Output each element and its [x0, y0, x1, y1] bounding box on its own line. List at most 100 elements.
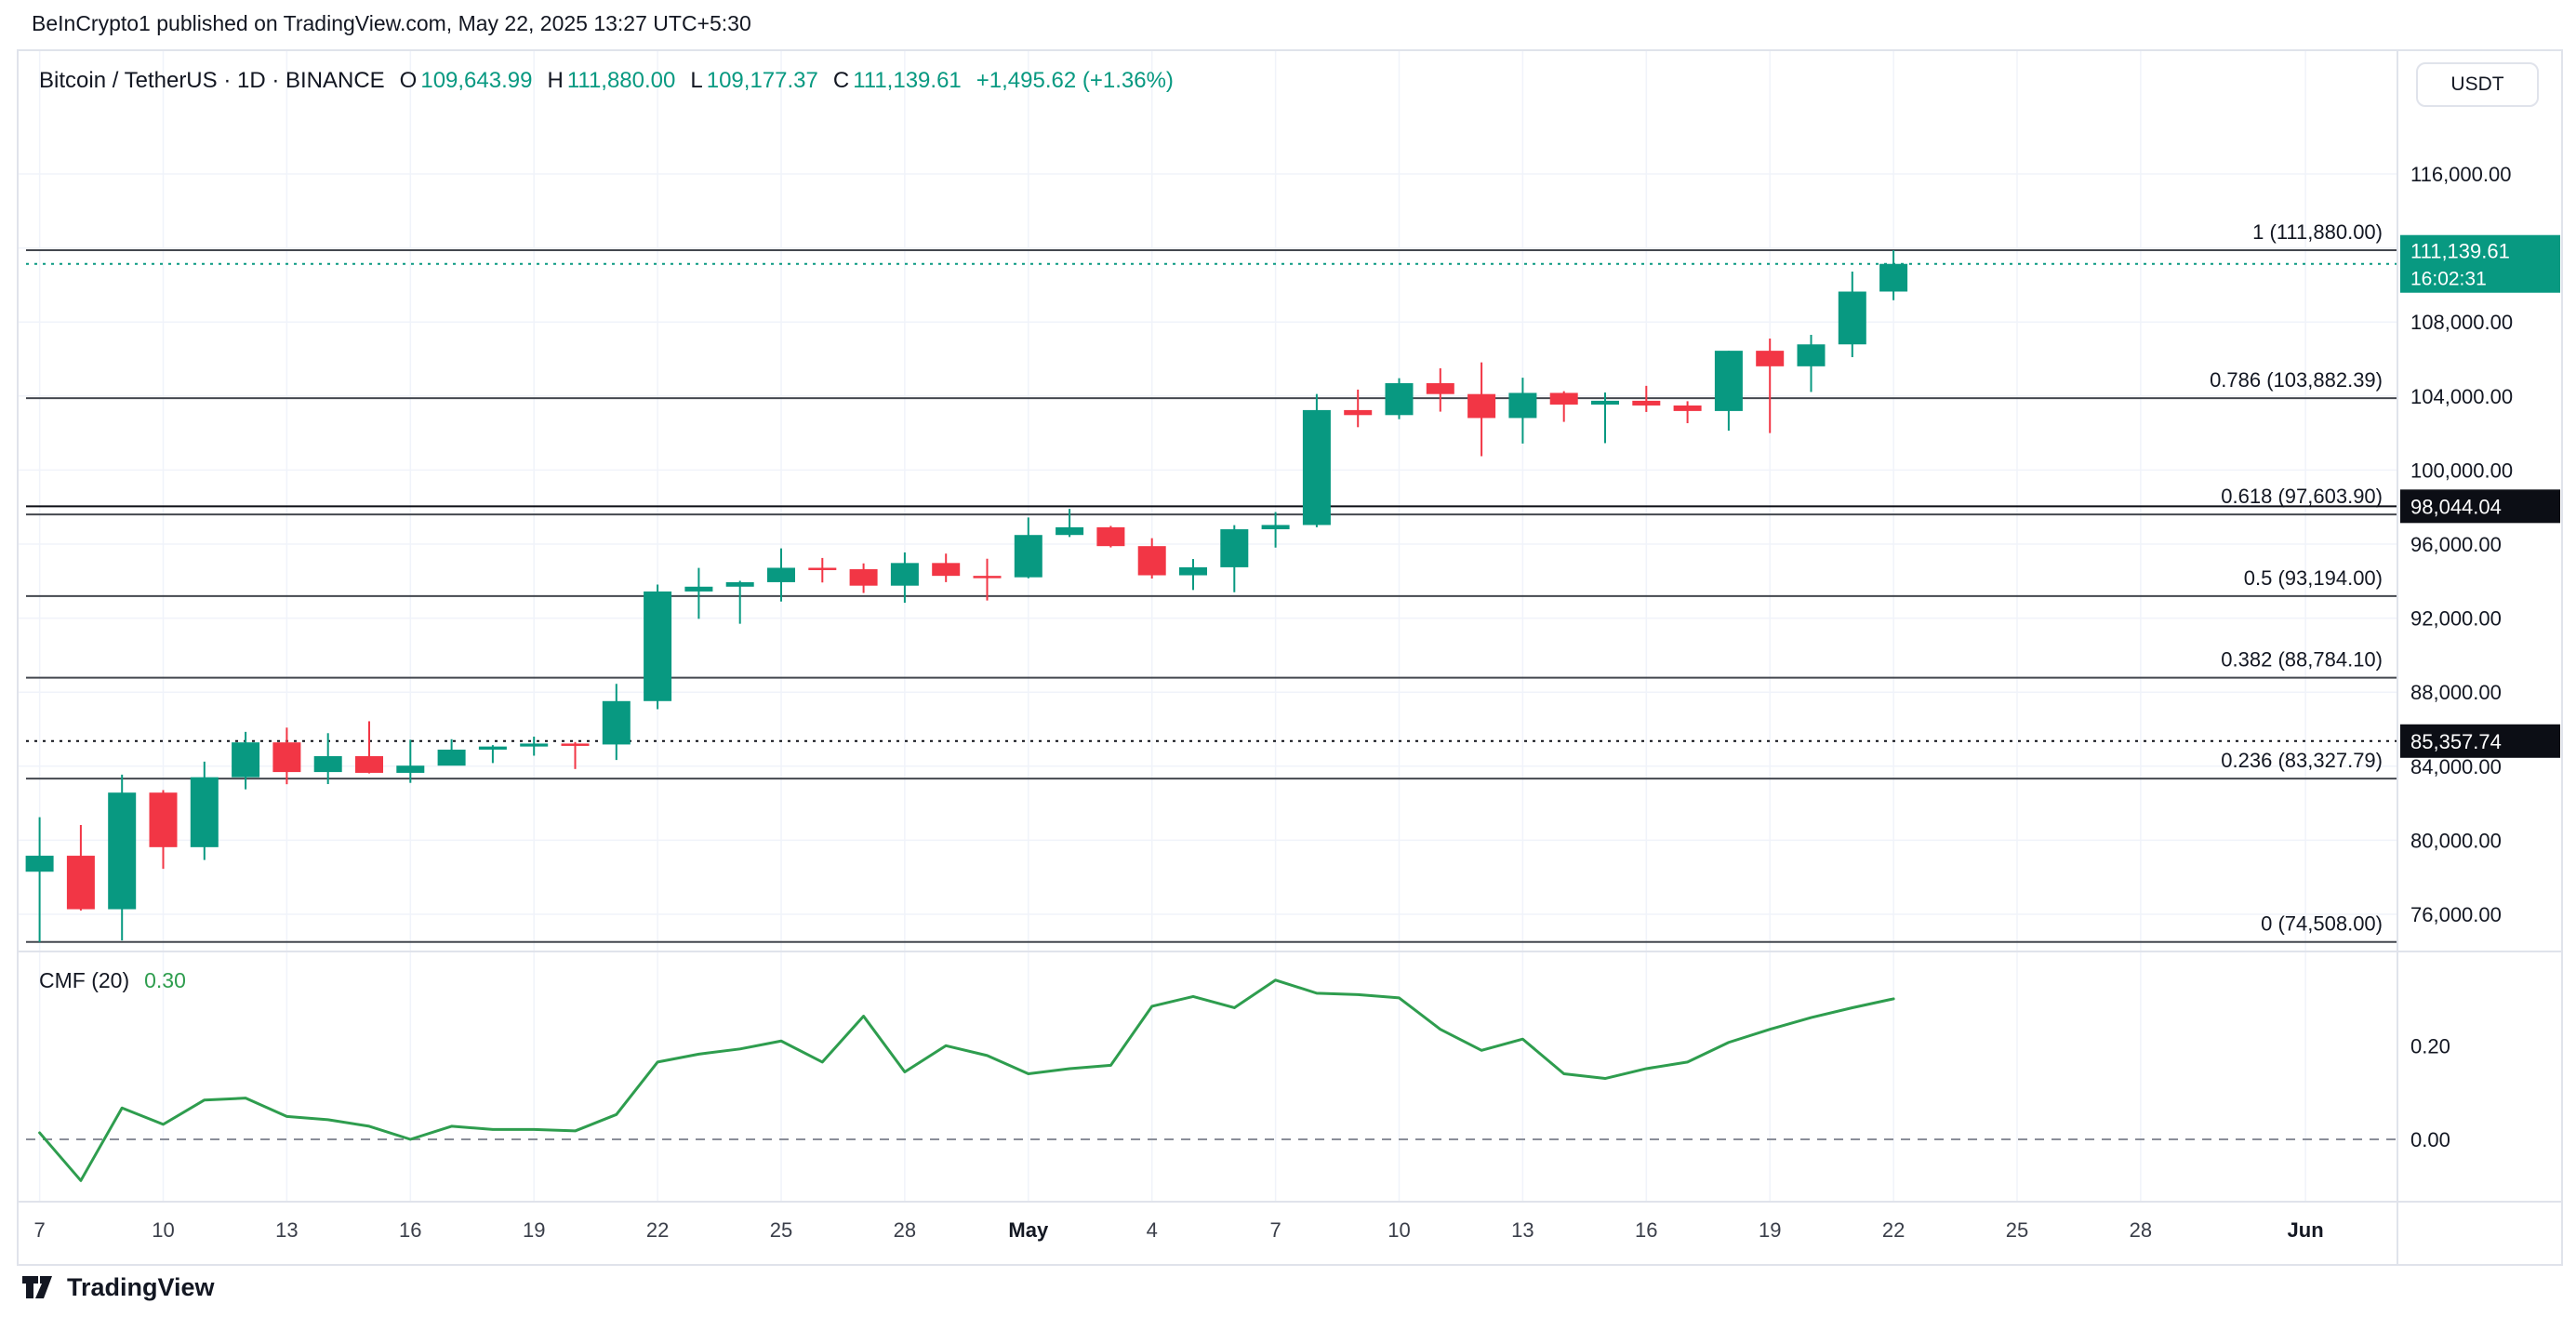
candle-body	[1673, 405, 1702, 411]
candle-body	[1879, 263, 1908, 292]
candle-body	[1261, 525, 1290, 530]
price-axis-label: 96,000.00	[2410, 533, 2502, 556]
time-axis-label: 10	[152, 1218, 174, 1242]
candle-body	[644, 591, 672, 701]
price-line-badge-text: 98,044.04	[2410, 495, 2502, 518]
change-value: +1,495.62 (+1.36%)	[976, 68, 1174, 93]
close-label: C	[832, 68, 850, 93]
fib-label: 0.618 (97,603.90)	[2221, 485, 2383, 508]
fib-label: 0.786 (103,882.39)	[2210, 368, 2383, 392]
last-price-badge	[2400, 234, 2560, 293]
candle-body	[520, 743, 549, 747]
symbol-title[interactable]: Bitcoin / TetherUS · 1D · BINANCE	[39, 68, 385, 93]
price-line-badge-text: 85,357.74	[2410, 730, 2502, 753]
time-axis-label: 25	[770, 1218, 792, 1242]
low-value: 109,177.37	[706, 68, 818, 93]
fib-label: 0.5 (93,194.00)	[2244, 566, 2383, 590]
time-axis-label: Jun	[2288, 1218, 2324, 1242]
close-value: 111,139.61	[853, 68, 962, 93]
price-axis-label: 104,000.00	[2410, 385, 2513, 408]
candle-body	[190, 777, 219, 847]
candle-body	[725, 581, 754, 587]
time-axis-label: 22	[1882, 1218, 1905, 1242]
candle-body	[1096, 526, 1125, 547]
chart-svg[interactable]: 1 (111,880.00) 0.786 (103,882.39) 0.618 (9…	[19, 51, 2561, 1264]
high-value: 111,880.00	[566, 68, 676, 93]
time-axis-label: 28	[2130, 1218, 2152, 1242]
candle-body	[890, 563, 919, 586]
candle-body	[396, 765, 425, 773]
price-axis-label: 92,000.00	[2410, 607, 2502, 631]
ohlc-high: H 111,880.00	[547, 68, 675, 94]
currency-toggle-button[interactable]: USDT	[2416, 62, 2539, 107]
time-axis-label: 7	[33, 1218, 45, 1242]
price-axis-label: 108,000.00	[2410, 311, 2513, 334]
tradingview-logo[interactable]: TradingView	[20, 1272, 215, 1302]
chart-panel: 1 (111,880.00) 0.786 (103,882.39) 0.618 (9…	[17, 49, 2563, 1266]
price-axis-label: 76,000.00	[2410, 903, 2502, 926]
fib-label: 1 (111,880.00)	[2252, 220, 2383, 244]
fib-label: 0 (74,508.00)	[2261, 912, 2383, 936]
candle-body	[1426, 382, 1454, 394]
indicator-value: 0.30	[144, 968, 186, 992]
candle-body	[355, 756, 383, 773]
candle-body	[602, 700, 631, 745]
ohlc-low: L 109,177.37	[690, 68, 817, 94]
candle-body	[1302, 409, 1331, 525]
time-axis-label: 22	[646, 1218, 669, 1242]
price-axis-label: 100,000.00	[2410, 459, 2513, 482]
candle-body	[808, 567, 837, 570]
ohlc-open: O 109,643.99	[400, 68, 533, 94]
price-axis-label: 88,000.00	[2410, 681, 2502, 704]
candle-body	[561, 743, 590, 746]
candle-body	[1549, 392, 1578, 405]
time-axis-label: 7	[1269, 1218, 1281, 1242]
candle-body	[437, 749, 466, 766]
candle-body	[684, 586, 713, 592]
candle-body	[1385, 382, 1414, 416]
candle-body	[1756, 351, 1785, 366]
candle-body	[932, 563, 961, 577]
ohlc-close: C 111,139.61	[833, 68, 962, 94]
tradingview-logo-icon	[22, 1276, 52, 1298]
candle-body	[1179, 566, 1207, 576]
time-axis-label: 10	[1388, 1218, 1410, 1242]
candle-body	[1014, 535, 1042, 578]
cmf-axis-label: 0.00	[2410, 1128, 2450, 1151]
fib-label: 0.236 (83,327.79)	[2221, 749, 2383, 772]
time-axis-label: May	[1008, 1218, 1049, 1242]
attribution-text: BeInCrypto1 published on TradingView.com…	[32, 11, 751, 35]
price-line-badge	[2400, 489, 2560, 524]
candle-body	[1220, 529, 1249, 567]
time-axis-label: 19	[1759, 1218, 1781, 1242]
cmf-line[interactable]	[38, 978, 1895, 1182]
indicator-name[interactable]: CMF (20)	[39, 968, 130, 992]
candle-body	[108, 792, 137, 910]
time-axis-label: 4	[1147, 1218, 1158, 1242]
time-axis-label: 19	[523, 1218, 545, 1242]
candle-body	[66, 856, 95, 910]
candle-body	[1797, 344, 1826, 366]
time-axis-label: 16	[1635, 1218, 1657, 1242]
high-label: H	[547, 68, 564, 93]
candle-body	[973, 576, 1002, 579]
time-axis-label: 13	[275, 1218, 298, 1242]
candle-body	[232, 742, 260, 778]
time-axis-label: 25	[2006, 1218, 2028, 1242]
fib-label: 0.382 (88,784.10)	[2221, 648, 2383, 672]
last-price-value: 111,139.61	[2410, 240, 2510, 263]
time-axis-label: 28	[894, 1218, 916, 1242]
price-axis-label: 80,000.00	[2410, 829, 2502, 852]
price-axis-label: 84,000.00	[2410, 755, 2502, 778]
candle-body	[1714, 351, 1743, 411]
candle-body	[1344, 409, 1373, 416]
candle-body	[313, 756, 342, 773]
bar-countdown: 16:02:31	[2410, 269, 2487, 290]
open-value: 109,643.99	[420, 68, 533, 93]
candle-body	[1056, 526, 1084, 536]
cmf-axis-label: 0.20	[2410, 1034, 2450, 1058]
candle-body	[1838, 291, 1866, 345]
candle-body	[25, 856, 54, 872]
candle-body	[272, 742, 301, 773]
